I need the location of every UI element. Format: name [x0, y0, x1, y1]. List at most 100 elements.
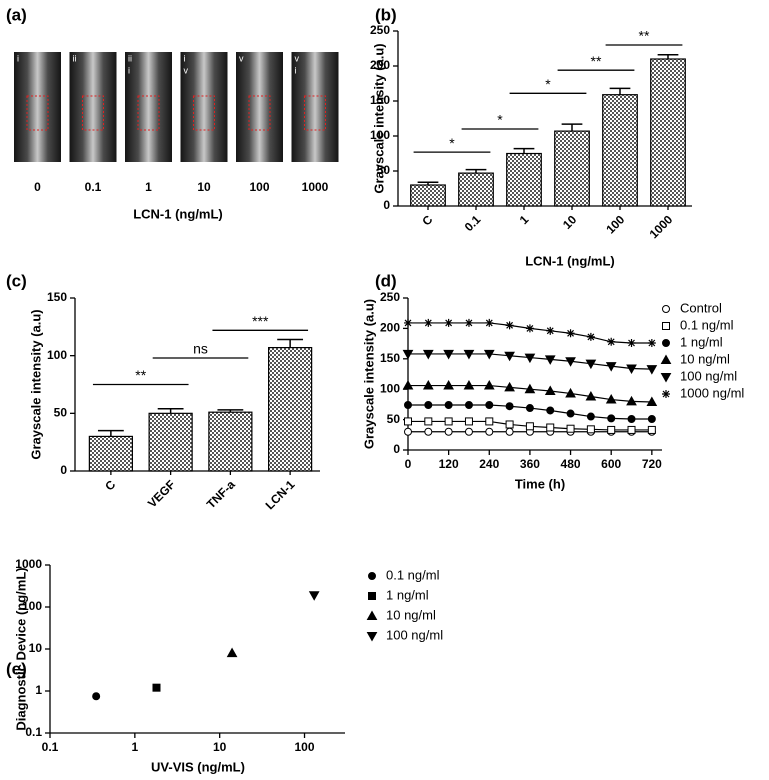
y-tick-label: 200: [370, 58, 390, 72]
marker: [152, 683, 161, 692]
error-bar: [217, 409, 244, 413]
bar: [88, 435, 133, 472]
marker: [626, 364, 637, 375]
x-tick-label: 480: [561, 457, 581, 471]
x-tick-label: 600: [601, 457, 621, 471]
image-tag: ii: [73, 53, 77, 63]
y-tick-label: 0: [393, 442, 400, 456]
roi-box: [137, 95, 160, 131]
y-tick-label: 100: [47, 348, 67, 362]
marker: [485, 417, 494, 426]
marker: [566, 424, 575, 433]
x-tick-label: 360: [520, 457, 540, 471]
marker: [404, 427, 412, 436]
x-axis-label: LCN-1 (ng/mL): [133, 206, 223, 221]
y-tick-label: 0: [383, 198, 390, 212]
x-tick-label: 10: [213, 740, 227, 754]
marker: [422, 349, 434, 360]
x-tick-label: TNF-a: [204, 477, 238, 511]
y-axis-label: Diagnostic Device (ng/mL): [13, 567, 28, 730]
marker: [404, 318, 412, 327]
vessel-image: [180, 52, 228, 162]
marker: [444, 417, 453, 426]
bar: [268, 346, 313, 472]
marker: [505, 321, 514, 330]
y-axis-label: Grayscale intensity (a.u): [28, 309, 43, 459]
marker: [226, 647, 238, 658]
y-tick-label: 200: [380, 321, 400, 335]
y-tick-label: 0: [60, 463, 67, 477]
marker: [566, 409, 575, 418]
marker: [524, 383, 536, 394]
legend-marker: [366, 632, 378, 642]
image-tag: v: [184, 65, 189, 75]
legend-label: 10 ng/ml: [386, 607, 436, 622]
marker: [505, 420, 514, 429]
bar: [506, 152, 542, 207]
x-tick-label: C: [102, 477, 118, 493]
y-tick-label: 250: [370, 23, 390, 37]
significance-label: ***: [252, 313, 269, 329]
image-tag: i: [128, 65, 130, 75]
x-tick-label: 1: [131, 740, 138, 754]
bar: [148, 412, 193, 472]
marker: [92, 692, 101, 701]
legend-label: 1000 ng/ml: [680, 385, 744, 400]
marker: [524, 353, 536, 364]
error-bar: [277, 338, 304, 348]
error-bar: [97, 429, 124, 437]
bar: [602, 94, 638, 207]
y-tick-label: 150: [370, 93, 390, 107]
bar: [554, 130, 590, 207]
significance-label: *: [449, 135, 455, 151]
marker: [646, 365, 658, 375]
x-tick-label: C: [419, 212, 435, 228]
marker: [605, 394, 617, 404]
x-tick-label: VEGF: [145, 477, 178, 510]
image-caption: 0: [34, 180, 41, 194]
marker: [546, 406, 555, 415]
roi-box: [82, 95, 104, 131]
marker: [404, 401, 412, 410]
marker: [607, 425, 616, 434]
marker: [504, 351, 515, 362]
marker: [585, 390, 597, 401]
legend-label: 10 ng/ml: [680, 351, 730, 366]
panel-label: (b): [375, 5, 397, 24]
marker: [565, 387, 576, 398]
marker: [627, 414, 636, 423]
marker: [485, 401, 494, 410]
legend-label: 0.1 ng/ml: [680, 317, 734, 332]
marker: [585, 359, 597, 370]
marker: [627, 425, 636, 434]
marker: [544, 385, 556, 396]
marker: [647, 425, 656, 434]
marker: [444, 427, 453, 436]
marker: [464, 401, 473, 410]
x-tick-label: 100: [295, 740, 315, 754]
image-caption: 100: [249, 180, 269, 194]
error-bar: [465, 168, 487, 174]
image-tag: v: [295, 53, 300, 63]
marker: [444, 401, 453, 410]
marker: [607, 337, 616, 346]
significance-label: **: [591, 53, 602, 69]
legend-marker: [662, 322, 670, 330]
bar: [208, 411, 253, 472]
vessel-image: [236, 52, 283, 162]
y-tick-label: 1000: [15, 557, 42, 571]
marker: [483, 380, 495, 390]
marker: [627, 338, 636, 347]
marker: [544, 355, 556, 365]
y-tick-label: 100: [370, 128, 390, 142]
bar: [410, 184, 446, 207]
x-tick-label: 100: [603, 212, 627, 236]
y-tick-label: 1: [35, 683, 42, 697]
error-bar: [609, 87, 631, 95]
marker: [525, 324, 534, 333]
error-bar: [561, 123, 583, 132]
x-tick-label: 240: [479, 457, 499, 471]
y-tick-label: 150: [47, 290, 67, 304]
x-tick-label: 1: [517, 212, 532, 227]
legend-label: 1 ng/ml: [386, 587, 429, 602]
